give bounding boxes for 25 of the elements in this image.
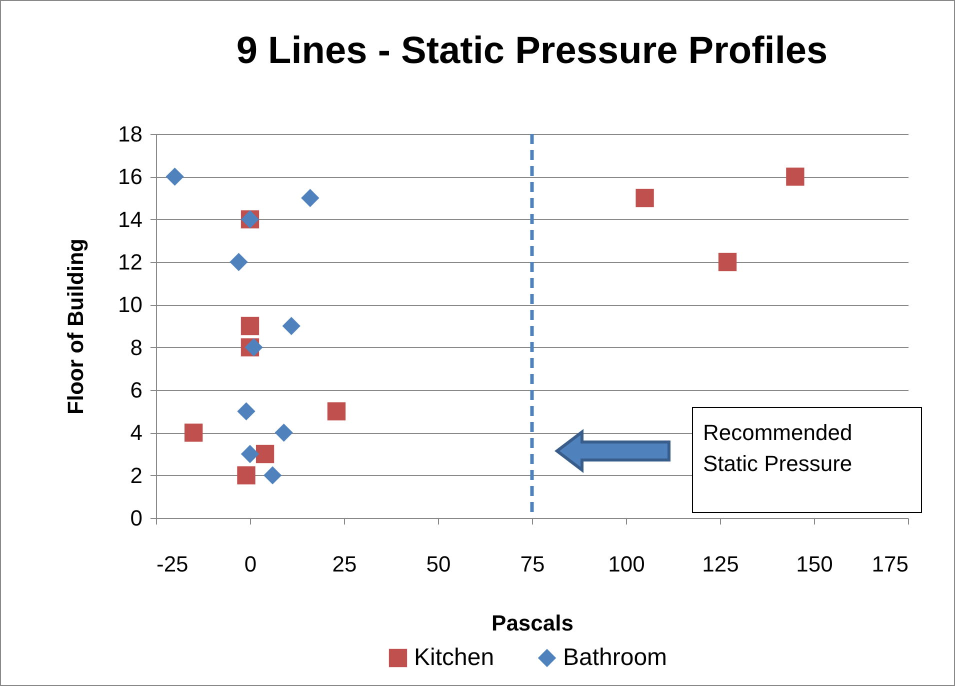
- x-tick-label: 50: [426, 552, 451, 576]
- y-tick-label: 8: [130, 334, 142, 360]
- y-tick-label: 6: [130, 378, 142, 402]
- legend-label: Bathroom: [563, 644, 668, 671]
- callout-box: Recommended Static Pressure: [692, 407, 922, 513]
- y-tick-label: 10: [118, 292, 142, 318]
- y-tick-label: 12: [118, 250, 142, 274]
- y-tick-label: 16: [118, 164, 142, 190]
- x-axis-title: Pascals: [492, 610, 574, 636]
- x-tick-label: 175: [872, 552, 908, 576]
- x-tick-label: 125: [702, 552, 739, 576]
- x-tick-label: 75: [520, 552, 545, 576]
- x-tick-label: -25: [156, 552, 188, 576]
- y-axis-title: Floor of Building: [63, 238, 88, 414]
- chart-title: 9 Lines - Static Pressure Profiles: [236, 30, 828, 72]
- legend-label: Kitchen: [414, 644, 494, 671]
- y-tick-label: 2: [130, 462, 142, 488]
- x-tick-label: 100: [608, 552, 645, 576]
- y-tick-label: 4: [130, 420, 142, 446]
- y-tick-label: 18: [118, 122, 142, 146]
- y-tick-label: 14: [118, 206, 142, 232]
- x-tick-label: 0: [244, 552, 257, 576]
- y-tick-label: 0: [130, 506, 142, 530]
- x-tick-label: 25: [332, 552, 357, 576]
- x-tick-label: 150: [796, 552, 833, 576]
